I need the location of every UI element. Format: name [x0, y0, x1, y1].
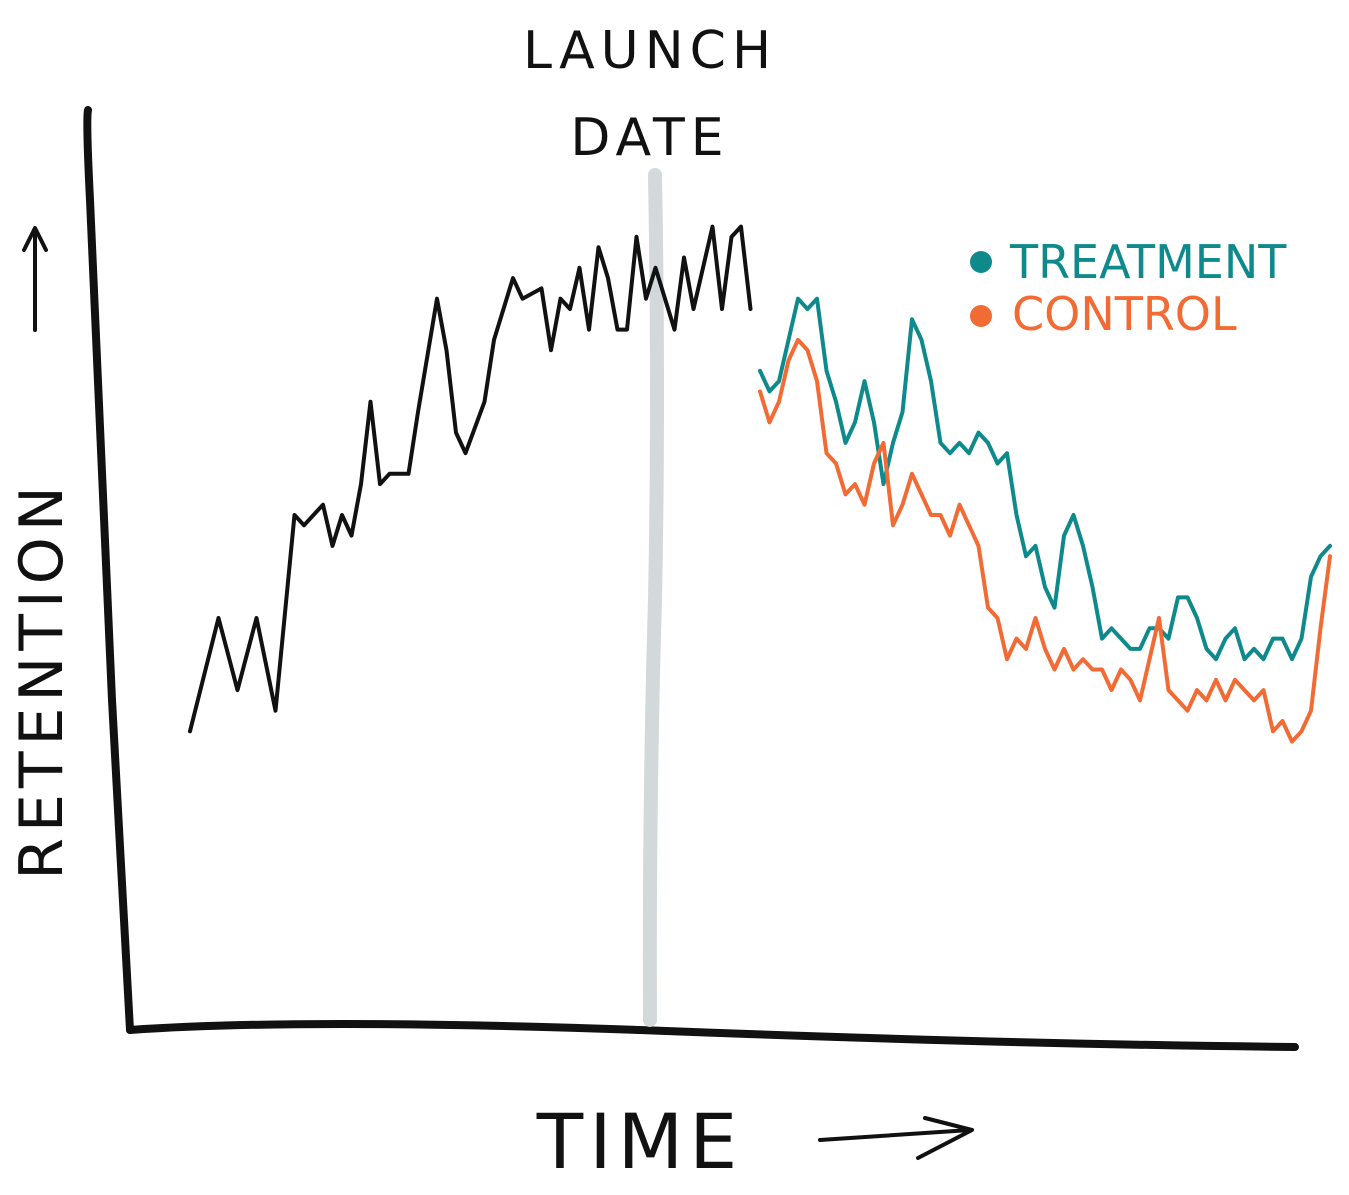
y-axis-label-group: RETENTION	[7, 480, 77, 880]
legend-control-dot-icon	[970, 305, 992, 327]
series-line-control	[758, 337, 1332, 744]
series-line-treatment	[758, 296, 1332, 662]
launch-date-label-line1: LAUNCH	[523, 21, 777, 81]
series-layer	[188, 224, 1332, 744]
y-axis-label: RETENTION	[7, 480, 77, 880]
series-line-pre-launch	[188, 224, 753, 734]
legend: TREATMENT CONTROL	[970, 235, 1287, 341]
legend-control-label: CONTROL	[1012, 287, 1237, 341]
legend-treatment-label: TREATMENT	[1009, 235, 1287, 289]
launch-date-marker	[642, 168, 664, 1027]
legend-treatment-dot-icon	[970, 251, 992, 273]
launch-date-label-line2: DATE	[570, 108, 729, 168]
x-axis-label: TIME	[536, 1097, 743, 1186]
y-axis-arrow-icon	[22, 226, 48, 332]
x-axis-arrow-icon	[818, 1116, 974, 1160]
y-axis	[83, 106, 134, 1034]
x-axis	[126, 1020, 1299, 1051]
